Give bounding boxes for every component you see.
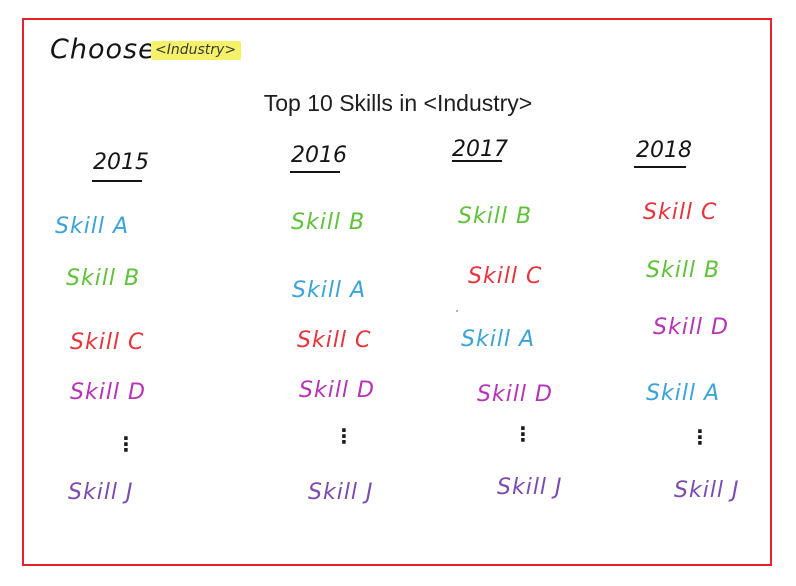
skill-2017-1: Skill B <box>458 204 533 229</box>
industry-selector[interactable]: <Industry> <box>151 41 242 60</box>
skill-2015-2: Skill B <box>66 266 141 291</box>
skill-2018-4: Skill A <box>646 381 721 406</box>
skill-2017-3: Skill A <box>461 327 536 352</box>
skill-2015-3: Skill C <box>70 330 145 355</box>
year-2018: 2018 <box>636 138 692 163</box>
diagram-frame <box>22 18 772 566</box>
year-underline <box>634 166 686 168</box>
year-underline <box>92 180 142 182</box>
choose-label: Choose: <box>50 34 166 65</box>
stray-pen-mark <box>456 310 458 312</box>
skill-2018-2: Skill B <box>646 258 721 283</box>
skill-2015-4: Skill D <box>70 380 146 405</box>
year-2016: 2016 <box>291 143 347 168</box>
skill-2017-2: Skill C <box>468 264 543 289</box>
skill-2016-2: Skill A <box>292 278 367 303</box>
skill-2018-1: Skill C <box>643 200 718 225</box>
year-underline <box>290 171 340 173</box>
skill-2016-10: Skill J <box>308 480 374 505</box>
ellipsis-2015: ⋮ <box>116 432 136 456</box>
skill-2017-10: Skill J <box>497 475 563 500</box>
year-2017: 2017 <box>452 137 508 162</box>
skill-2015-10: Skill J <box>68 480 134 505</box>
skill-2016-1: Skill B <box>291 210 366 235</box>
skill-2015-1: Skill A <box>55 214 130 239</box>
skill-2018-3: Skill D <box>653 315 729 340</box>
skill-2018-10: Skill J <box>674 478 740 503</box>
ellipsis-2018: ⋮ <box>690 425 710 449</box>
ellipsis-2017: ⋮ <box>513 422 533 446</box>
ellipsis-2016: ⋮ <box>334 424 354 448</box>
page-title: Top 10 Skills in <Industry> <box>263 90 533 116</box>
year-underline <box>452 160 502 162</box>
skill-2016-3: Skill C <box>297 328 372 353</box>
year-2015: 2015 <box>93 150 149 175</box>
skill-2016-4: Skill D <box>299 378 375 403</box>
skill-2017-4: Skill D <box>477 382 553 407</box>
